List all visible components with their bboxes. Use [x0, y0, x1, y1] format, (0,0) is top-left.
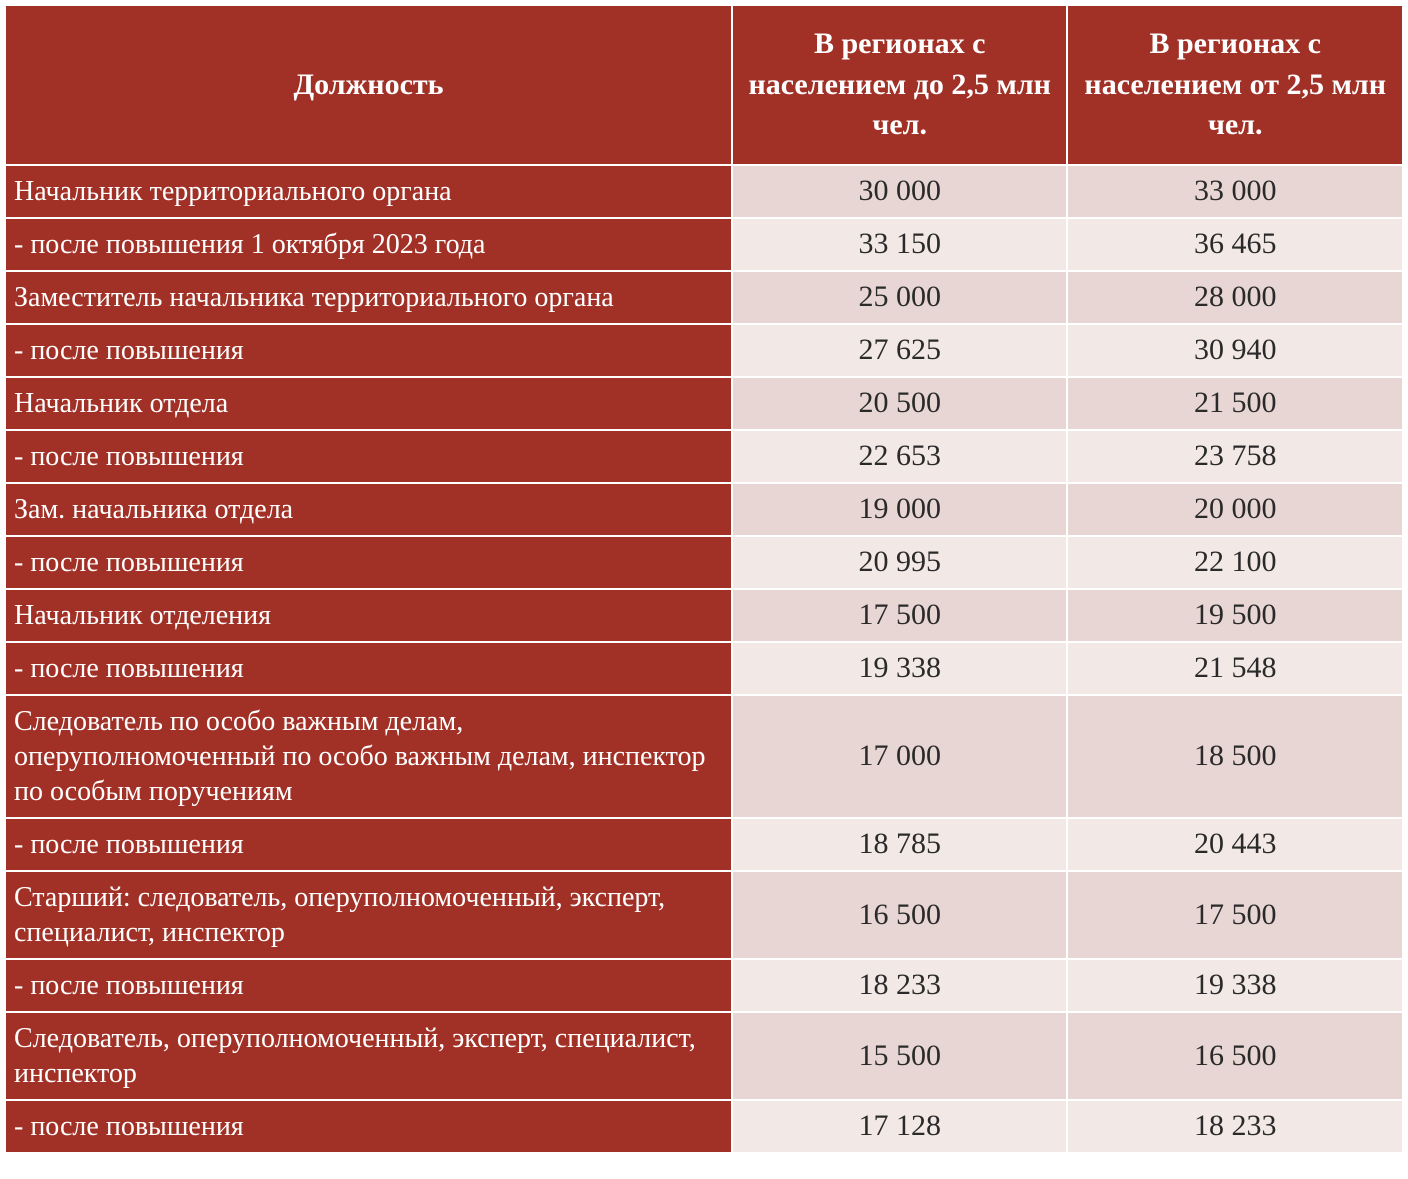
table-row: Старший: следователь, оперуполномоченный…	[5, 871, 1403, 959]
row-label: Начальник отдела	[5, 377, 732, 430]
table-header-row: Должность В регионах с населением до 2,5…	[5, 5, 1403, 165]
row-label: - после повышения	[5, 324, 732, 377]
row-value-small: 18 785	[732, 818, 1068, 871]
table-row: - после повышения 18 233 19 338	[5, 959, 1403, 1012]
row-label: - после повышения	[5, 430, 732, 483]
row-value-large: 21 548	[1067, 642, 1403, 695]
row-value-large: 16 500	[1067, 1012, 1403, 1100]
table-row: Начальник отделения 17 500 19 500	[5, 589, 1403, 642]
row-label: - после повышения	[5, 1100, 732, 1153]
row-value-large: 22 100	[1067, 536, 1403, 589]
table-row: - после повышения 20 995 22 100	[5, 536, 1403, 589]
row-value-small: 19 000	[732, 483, 1068, 536]
row-value-large: 20 000	[1067, 483, 1403, 536]
table-row: - после повышения 1 октября 2023 года 33…	[5, 218, 1403, 271]
row-value-small: 22 653	[732, 430, 1068, 483]
row-label: - после повышения	[5, 536, 732, 589]
col-header-position: Должность	[5, 5, 732, 165]
row-label: - после повышения	[5, 818, 732, 871]
row-value-small: 30 000	[732, 165, 1068, 218]
table-row: Следователь, оперуполномоченный, эксперт…	[5, 1012, 1403, 1100]
table-row: Начальник отдела 20 500 21 500	[5, 377, 1403, 430]
row-value-large: 36 465	[1067, 218, 1403, 271]
row-label: Начальник отделения	[5, 589, 732, 642]
row-label: Начальник территориального органа	[5, 165, 732, 218]
row-label: Следователь, оперуполномоченный, эксперт…	[5, 1012, 732, 1100]
row-value-small: 20 500	[732, 377, 1068, 430]
table-row: - после повышения 19 338 21 548	[5, 642, 1403, 695]
row-value-large: 18 233	[1067, 1100, 1403, 1153]
row-value-small: 16 500	[732, 871, 1068, 959]
row-value-small: 18 233	[732, 959, 1068, 1012]
table-row: Начальник территориального органа 30 000…	[5, 165, 1403, 218]
col-header-region-large: В регионах с населением от 2,5 млн чел.	[1067, 5, 1403, 165]
row-value-large: 17 500	[1067, 871, 1403, 959]
row-value-small: 17 128	[732, 1100, 1068, 1153]
table-row: - после повышения 27 625 30 940	[5, 324, 1403, 377]
row-label: - после повышения	[5, 642, 732, 695]
row-value-small: 27 625	[732, 324, 1068, 377]
row-label: Следователь по особо важным делам, оперу…	[5, 695, 732, 818]
row-value-large: 21 500	[1067, 377, 1403, 430]
row-value-large: 18 500	[1067, 695, 1403, 818]
table-row: - после повышения 18 785 20 443	[5, 818, 1403, 871]
table-row: - после повышения 17 128 18 233	[5, 1100, 1403, 1153]
row-value-small: 33 150	[732, 218, 1068, 271]
row-label: - после повышения	[5, 959, 732, 1012]
row-value-small: 20 995	[732, 536, 1068, 589]
row-value-large: 28 000	[1067, 271, 1403, 324]
row-value-small: 19 338	[732, 642, 1068, 695]
table-row: - после повышения 22 653 23 758	[5, 430, 1403, 483]
row-value-large: 23 758	[1067, 430, 1403, 483]
row-value-large: 19 500	[1067, 589, 1403, 642]
row-label: Зам. начальника отдела	[5, 483, 732, 536]
salary-table-container: Должность В регионах с населением до 2,5…	[0, 0, 1408, 1158]
row-label: - после повышения 1 октября 2023 года	[5, 218, 732, 271]
row-value-large: 19 338	[1067, 959, 1403, 1012]
table-row: Следователь по особо важным делам, оперу…	[5, 695, 1403, 818]
row-value-large: 30 940	[1067, 324, 1403, 377]
row-value-small: 25 000	[732, 271, 1068, 324]
table-row: Зам. начальника отдела 19 000 20 000	[5, 483, 1403, 536]
row-value-large: 33 000	[1067, 165, 1403, 218]
row-label: Заместитель начальника территориального …	[5, 271, 732, 324]
row-label: Старший: следователь, оперуполномоченный…	[5, 871, 732, 959]
row-value-large: 20 443	[1067, 818, 1403, 871]
col-header-region-small: В регионах с населением до 2,5 млн чел.	[732, 5, 1068, 165]
salary-table: Должность В регионах с населением до 2,5…	[4, 4, 1404, 1154]
row-value-small: 17 500	[732, 589, 1068, 642]
table-row: Заместитель начальника территориального …	[5, 271, 1403, 324]
row-value-small: 15 500	[732, 1012, 1068, 1100]
row-value-small: 17 000	[732, 695, 1068, 818]
